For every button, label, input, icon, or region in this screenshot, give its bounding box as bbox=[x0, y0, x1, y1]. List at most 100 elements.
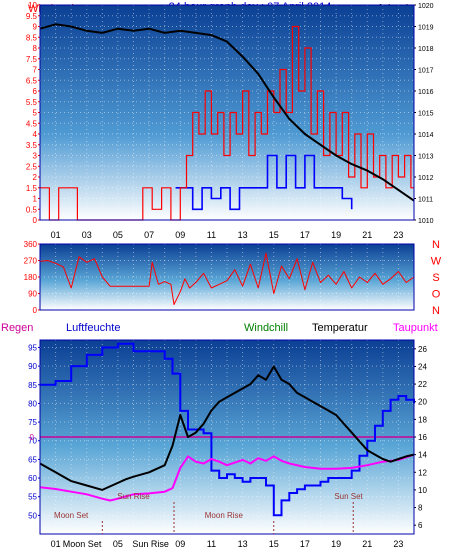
legend-dewpoint: Taupunkt bbox=[393, 322, 438, 334]
axis-tick-label: 1.5 bbox=[26, 184, 38, 193]
hour-label: 15 bbox=[269, 230, 279, 240]
compass-label: N bbox=[432, 305, 440, 317]
bottom-hour-label: 15 bbox=[269, 539, 279, 549]
axis-tick-label: 9.5 bbox=[26, 12, 38, 21]
axis-tick-label: 55 bbox=[28, 493, 37, 502]
axis-tick-label: 22 bbox=[418, 380, 427, 389]
wind-pressure-hour-labels: 01 03 05 07 09 11 13 15 17 19 21 23 bbox=[51, 230, 404, 240]
bottom-hour-label: Sun Rise bbox=[132, 539, 169, 549]
axis-tick-label: 6 bbox=[418, 521, 423, 530]
axis-tick-label: 6.5 bbox=[26, 76, 38, 85]
axis-tick-label: 1015 bbox=[418, 111, 434, 118]
axis-tick-label: 0.5 bbox=[26, 205, 38, 214]
axis-tick-label: 6 bbox=[33, 87, 38, 96]
hour-label: 17 bbox=[300, 230, 310, 240]
axis-tick-label: 270 bbox=[24, 257, 38, 266]
axis-tick-label: 65 bbox=[28, 455, 37, 464]
axis-tick-label: 1010 bbox=[418, 218, 434, 225]
sun-set-annotation: Sun Set bbox=[334, 492, 363, 501]
axis-tick-label: 50 bbox=[28, 511, 37, 520]
axis-tick-label: 0 bbox=[33, 306, 38, 315]
humidity-series bbox=[40, 342, 415, 517]
wind-strength-axis: 0 0.51 1.5 2 2.53 3.5 4 4.55 5.5 6 6.57 7.5 8 8.59 9.5… bbox=[26, 1, 40, 225]
legend-rain: Regen bbox=[1, 322, 33, 334]
axis-tick-label: 80 bbox=[28, 399, 37, 408]
hour-label: 19 bbox=[331, 230, 341, 240]
axis-tick-label: 180 bbox=[24, 273, 38, 282]
axis-tick-label: 8.5 bbox=[26, 33, 38, 42]
rain-tick-label: 0 bbox=[30, 433, 35, 442]
compass-label: S bbox=[432, 272, 439, 284]
axis-tick-label: 20 bbox=[418, 398, 427, 407]
humidity-axis: 50 55 60 65 70 75 80 85 90 95 0 bbox=[28, 343, 40, 520]
wind-direction-series bbox=[39, 252, 415, 305]
axis-tick-label: 10 bbox=[28, 1, 37, 10]
temperature-legend: Regen Luftfeuchte Windchill Temperatur T… bbox=[1, 322, 438, 334]
bottom-hour-label: 05 bbox=[113, 539, 123, 549]
axis-tick-label: 8 bbox=[33, 44, 38, 53]
wind-direction-grid bbox=[40, 243, 414, 311]
bottom-hour-label: 17 bbox=[300, 539, 310, 549]
astro-annotations: Moon Set Sun Rise Moon Rise Sun Set bbox=[54, 492, 364, 534]
axis-tick-label: 1 bbox=[33, 195, 38, 204]
hour-label: 23 bbox=[393, 230, 403, 240]
dewpoint-series bbox=[39, 453, 415, 502]
legend-humidity: Luftfeuchte bbox=[66, 322, 120, 334]
axis-tick-label: 1019 bbox=[418, 25, 434, 32]
temperature-axis: 6 8 10 12 14 16 18 20 22 24 26 bbox=[414, 345, 427, 530]
temperature-series bbox=[39, 365, 415, 491]
axis-tick-label: 75 bbox=[28, 418, 37, 427]
axis-tick-label: 4.5 bbox=[26, 119, 38, 128]
bottom-hour-label: 09 bbox=[175, 539, 185, 549]
wind-direction-series bbox=[39, 252, 415, 305]
axis-tick-label: 90 bbox=[28, 290, 37, 299]
bottom-hour-label: 19 bbox=[331, 539, 341, 549]
axis-tick-label: 1017 bbox=[418, 68, 434, 75]
pressure-axis: 1010 1011 1012 1013 1014 1015 1016 1017 1018 1019… bbox=[414, 3, 434, 225]
gust-series bbox=[175, 154, 353, 211]
temperature-humidity-panel: 50 55 60 65 70 75 80 85 90 95 0 6 8 10 12 14 16 18 20 22 24… bbox=[28, 339, 427, 549]
axis-tick-label: 90 bbox=[28, 362, 37, 371]
legend-temperature: Temperatur bbox=[312, 322, 368, 334]
axis-tick-label: 1013 bbox=[418, 154, 434, 161]
hour-label: 11 bbox=[207, 230, 216, 240]
axis-tick-label: 7.5 bbox=[26, 55, 38, 64]
axis-tick-label: 1011 bbox=[418, 197, 433, 204]
axis-tick-label: 1012 bbox=[418, 175, 434, 182]
axis-tick-label: 70 bbox=[28, 437, 37, 446]
axis-tick-label: 60 bbox=[28, 474, 37, 483]
hour-label: 03 bbox=[82, 230, 92, 240]
axis-tick-label: 10 bbox=[418, 486, 427, 495]
axis-tick-label: 7 bbox=[33, 66, 38, 75]
axis-tick-label: 24 bbox=[418, 362, 427, 371]
compass-label: W bbox=[431, 256, 442, 268]
bottom-hour-label: 13 bbox=[238, 539, 248, 549]
temperature-hour-labels: 01 Moon Set 05 Sun Rise 09 11 13 15 17 19 21 23 bbox=[51, 539, 404, 549]
bottom-hour-label: 21 bbox=[362, 539, 372, 549]
bottom-hour-label: 23 bbox=[393, 539, 403, 549]
hour-label: 01 bbox=[51, 230, 61, 240]
legend-windchill: Windchill bbox=[244, 322, 288, 334]
axis-tick-label: 3 bbox=[33, 152, 38, 161]
axis-tick-label: 0 bbox=[33, 216, 38, 225]
axis-tick-label: 26 bbox=[418, 345, 427, 354]
axis-tick-label: 14 bbox=[418, 451, 427, 460]
bottom-hour-label: 11 bbox=[207, 539, 216, 549]
wind-direction-degree-axis: 0 90 180 270 360 bbox=[24, 240, 40, 315]
axis-tick-label: 5.5 bbox=[26, 98, 38, 107]
axis-tick-label: 85 bbox=[28, 381, 37, 390]
axis-tick-label: 1020 bbox=[418, 3, 434, 10]
wind-pressure-panel: 0 0.51 1.5 2 2.53 3.5 4 4.55 5.5 6 6.57 7.5 8 8.59 9.5… bbox=[26, 1, 434, 240]
axis-tick-label: 1018 bbox=[418, 46, 434, 53]
compass-label: N bbox=[432, 239, 440, 251]
axis-tick-label: 9 bbox=[33, 23, 38, 32]
temperature-humidity-frame bbox=[39, 339, 415, 535]
hour-label: 09 bbox=[175, 230, 185, 240]
moon-rise-annotation: Moon Rise bbox=[205, 511, 244, 520]
axis-tick-label: 95 bbox=[28, 343, 37, 352]
moon-set-annotation: Moon Set bbox=[54, 511, 89, 520]
temperature-humidity-series bbox=[39, 342, 415, 517]
wind-direction-frame bbox=[39, 243, 415, 311]
axis-tick-label: 4 bbox=[33, 130, 38, 139]
